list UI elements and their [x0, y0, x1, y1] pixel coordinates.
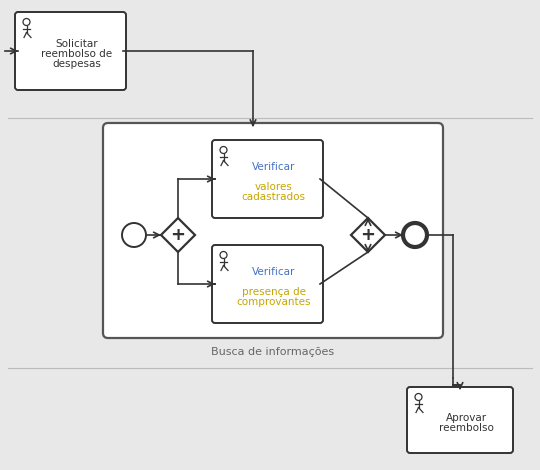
- Text: Verificar: Verificar: [252, 162, 295, 172]
- Polygon shape: [351, 218, 385, 252]
- Text: Solicitar: Solicitar: [55, 39, 98, 49]
- Text: +: +: [361, 226, 375, 244]
- Text: Busca de informações: Busca de informações: [212, 347, 335, 357]
- Circle shape: [122, 223, 146, 247]
- Text: Verificar: Verificar: [252, 267, 295, 277]
- Circle shape: [403, 223, 427, 247]
- Text: comprovantes: comprovantes: [237, 297, 310, 306]
- Text: reembolso: reembolso: [438, 423, 494, 433]
- Text: Aprovar: Aprovar: [446, 413, 487, 423]
- Text: despesas: despesas: [52, 59, 101, 69]
- FancyBboxPatch shape: [212, 140, 323, 218]
- FancyBboxPatch shape: [15, 12, 126, 90]
- Text: valores: valores: [254, 182, 293, 192]
- Polygon shape: [161, 218, 195, 252]
- FancyBboxPatch shape: [212, 245, 323, 323]
- Text: reembolso de: reembolso de: [41, 49, 112, 59]
- Text: presença de: presença de: [241, 287, 306, 297]
- Text: +: +: [171, 226, 186, 244]
- FancyBboxPatch shape: [103, 123, 443, 338]
- FancyBboxPatch shape: [407, 387, 513, 453]
- Text: cadastrados: cadastrados: [241, 192, 306, 202]
